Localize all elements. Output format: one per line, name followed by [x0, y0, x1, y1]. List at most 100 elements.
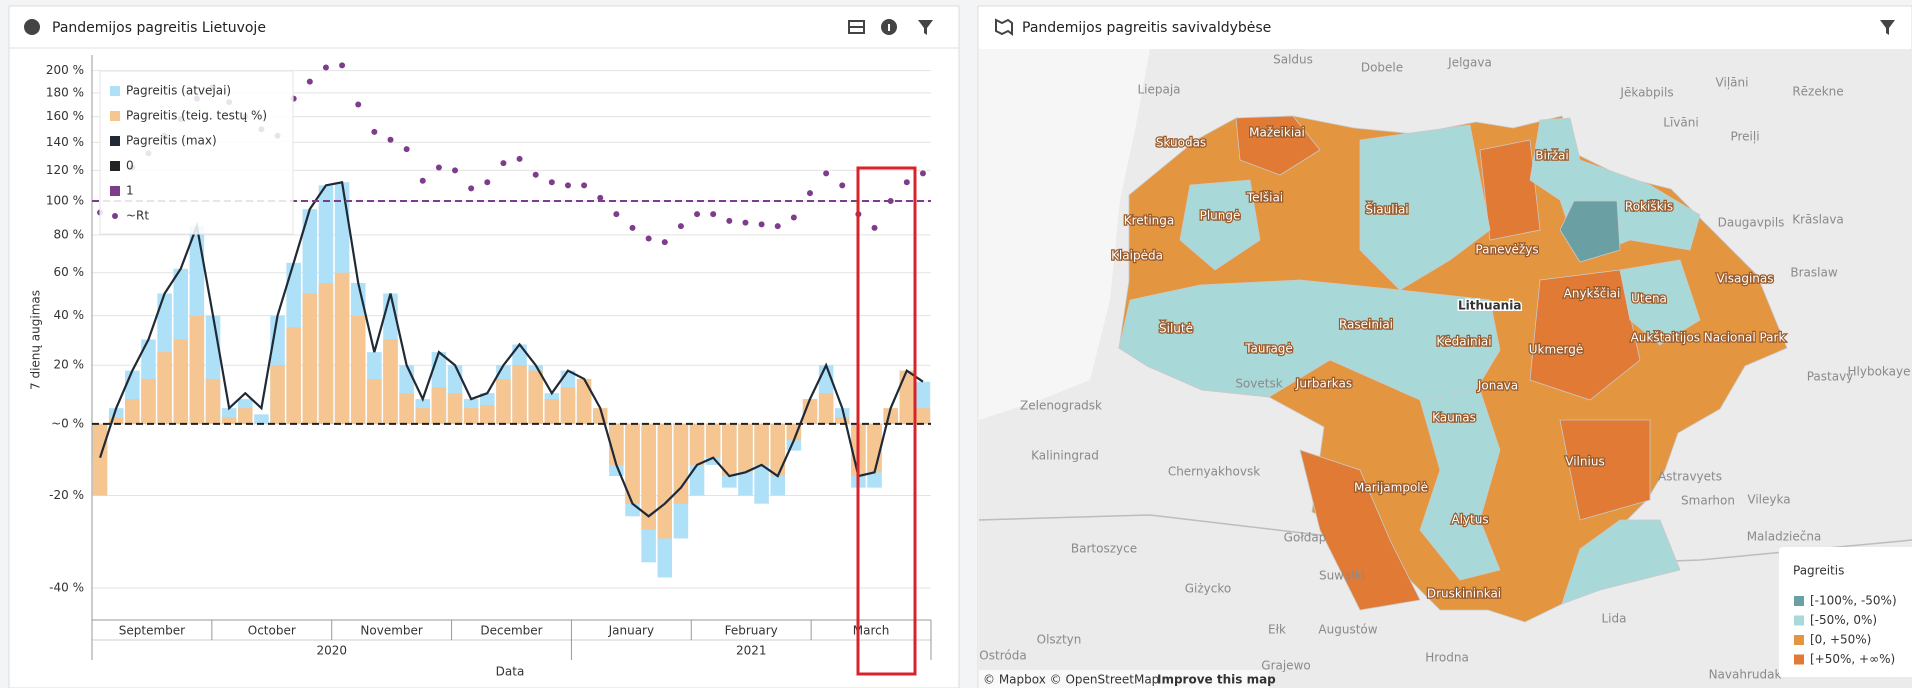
legend-marker	[110, 86, 120, 96]
place-label: Pastavy	[1807, 370, 1854, 384]
legend-label[interactable]: [0, +50%)	[1810, 633, 1871, 647]
region[interactable]	[1559, 200, 1621, 263]
municipality-label: Kaunas	[1432, 411, 1476, 425]
legend-items: [-100%, -50%) [-50%, 0%) [0, +50%) [+50%, +…	[1794, 594, 1897, 666]
place-label: Krāslava	[1792, 213, 1844, 227]
legend-marker	[110, 111, 120, 121]
place-label: Maladziečna	[1747, 530, 1822, 544]
bar	[350, 315, 366, 424]
filter-button[interactable]	[918, 20, 933, 35]
region[interactable]	[1235, 115, 1321, 176]
bar	[689, 423, 705, 465]
panel-title: Pandemijos pagreitis savivaldybėse	[1022, 20, 1271, 36]
bar	[528, 370, 543, 424]
line	[99, 180, 924, 518]
bar	[480, 405, 495, 424]
place-label: Navahrudak	[1709, 668, 1782, 682]
legend-marker	[112, 213, 118, 219]
y-tick-label: 160 %	[46, 109, 84, 123]
x-tick-label: December	[480, 624, 542, 638]
map-legend	[1779, 547, 1912, 677]
place-label: Kaliningrad	[1031, 449, 1099, 463]
improve-link[interactable]: Improve this map	[1157, 673, 1276, 687]
municipality-label: Kėdainiai	[1436, 335, 1491, 349]
attribution-bg	[979, 670, 1269, 688]
place-label: Grajewo	[1261, 659, 1310, 673]
rt-point	[435, 164, 442, 171]
place-label: Preiļi	[1730, 130, 1759, 144]
municipality-label: Šiauliai	[1365, 202, 1408, 217]
bar	[205, 378, 221, 424]
rt-point	[871, 224, 878, 231]
bar	[463, 408, 479, 424]
municipality-label: Tauragė	[1244, 342, 1293, 356]
bar	[270, 365, 285, 424]
filter-button[interactable]	[1880, 20, 1895, 35]
place-label: Suwałki	[1319, 569, 1365, 583]
rt-point	[532, 171, 539, 178]
rt-point	[903, 179, 910, 186]
x-tick-label: September	[119, 624, 185, 638]
bar	[399, 393, 414, 424]
municipality-label: Skuodas	[1156, 136, 1206, 150]
info-button[interactable]	[881, 19, 897, 35]
map-icon	[995, 18, 1013, 36]
y-tick-label: 80 %	[54, 227, 85, 241]
region[interactable]	[1529, 269, 1641, 401]
rt-point	[484, 179, 491, 186]
rt-point	[790, 214, 797, 221]
legend-label[interactable]: 0	[126, 159, 134, 173]
rt-point	[339, 62, 346, 69]
municipality-label: Jurbarkas	[1295, 377, 1352, 391]
place-label: Dobele	[1361, 61, 1403, 75]
panel-title: Pandemijos pagreitis Lietuvoje	[52, 20, 266, 36]
legend-label[interactable]: Pagreitis (max)	[126, 134, 217, 148]
region[interactable]	[1299, 449, 1421, 611]
rt-point	[629, 224, 636, 231]
rt-point	[694, 211, 701, 218]
place-label: Saldus	[1273, 53, 1313, 67]
bar	[818, 393, 834, 424]
rt-point	[355, 101, 362, 108]
region[interactable]	[1419, 389, 1501, 581]
place-label: Chernyakhovsk	[1168, 465, 1260, 479]
bar	[431, 387, 447, 424]
legend-label[interactable]: Pagreitis (teig. testų %)	[126, 109, 267, 123]
region[interactable]	[1619, 259, 1701, 346]
bar	[722, 423, 737, 477]
place-label: Zelenogradsk	[1020, 399, 1102, 413]
bar	[802, 399, 818, 424]
place-label: Viļāni	[1716, 76, 1749, 90]
x-axis-title: Data	[496, 665, 525, 679]
legend-label[interactable]: [-50%, 0%)	[1810, 613, 1877, 627]
region[interactable]	[1359, 124, 1491, 291]
municipality-label: Utena	[1631, 292, 1667, 306]
municipality-label: Šilutė	[1159, 321, 1193, 336]
region[interactable]	[1561, 519, 1681, 605]
legend-label[interactable]: [-100%, -50%)	[1810, 594, 1897, 608]
y-tick-label: 100 %	[46, 194, 84, 208]
municipality-label: Raseiniai	[1339, 318, 1393, 332]
rt-point	[823, 170, 830, 177]
table-button[interactable]	[848, 20, 865, 34]
y-tick-label: 20 %	[54, 358, 85, 372]
region[interactable]	[1179, 179, 1261, 271]
rt-point	[371, 128, 378, 135]
country-label: Lithuania	[1458, 299, 1521, 313]
place-label: Astravyets	[1658, 470, 1722, 484]
place-label: Bartoszyce	[1071, 542, 1137, 556]
legend-label[interactable]: 1	[126, 184, 134, 198]
region[interactable]	[1479, 139, 1541, 241]
region[interactable]	[1559, 419, 1651, 521]
legend-swatch	[1794, 615, 1804, 626]
rt-point	[306, 78, 313, 85]
legend-label[interactable]: ~Rt	[126, 209, 149, 223]
legend-label[interactable]: [+50%, +∞%)	[1810, 652, 1895, 666]
y-tick-label: -40 %	[49, 581, 84, 595]
municipality-label: Plungė	[1200, 209, 1241, 223]
legend-label[interactable]: Pagreitis (atvejai)	[126, 84, 231, 98]
municipality-label: Rokiškis	[1625, 200, 1673, 214]
place-label: Hlybokaye	[1848, 365, 1911, 379]
rt-point	[564, 182, 571, 189]
